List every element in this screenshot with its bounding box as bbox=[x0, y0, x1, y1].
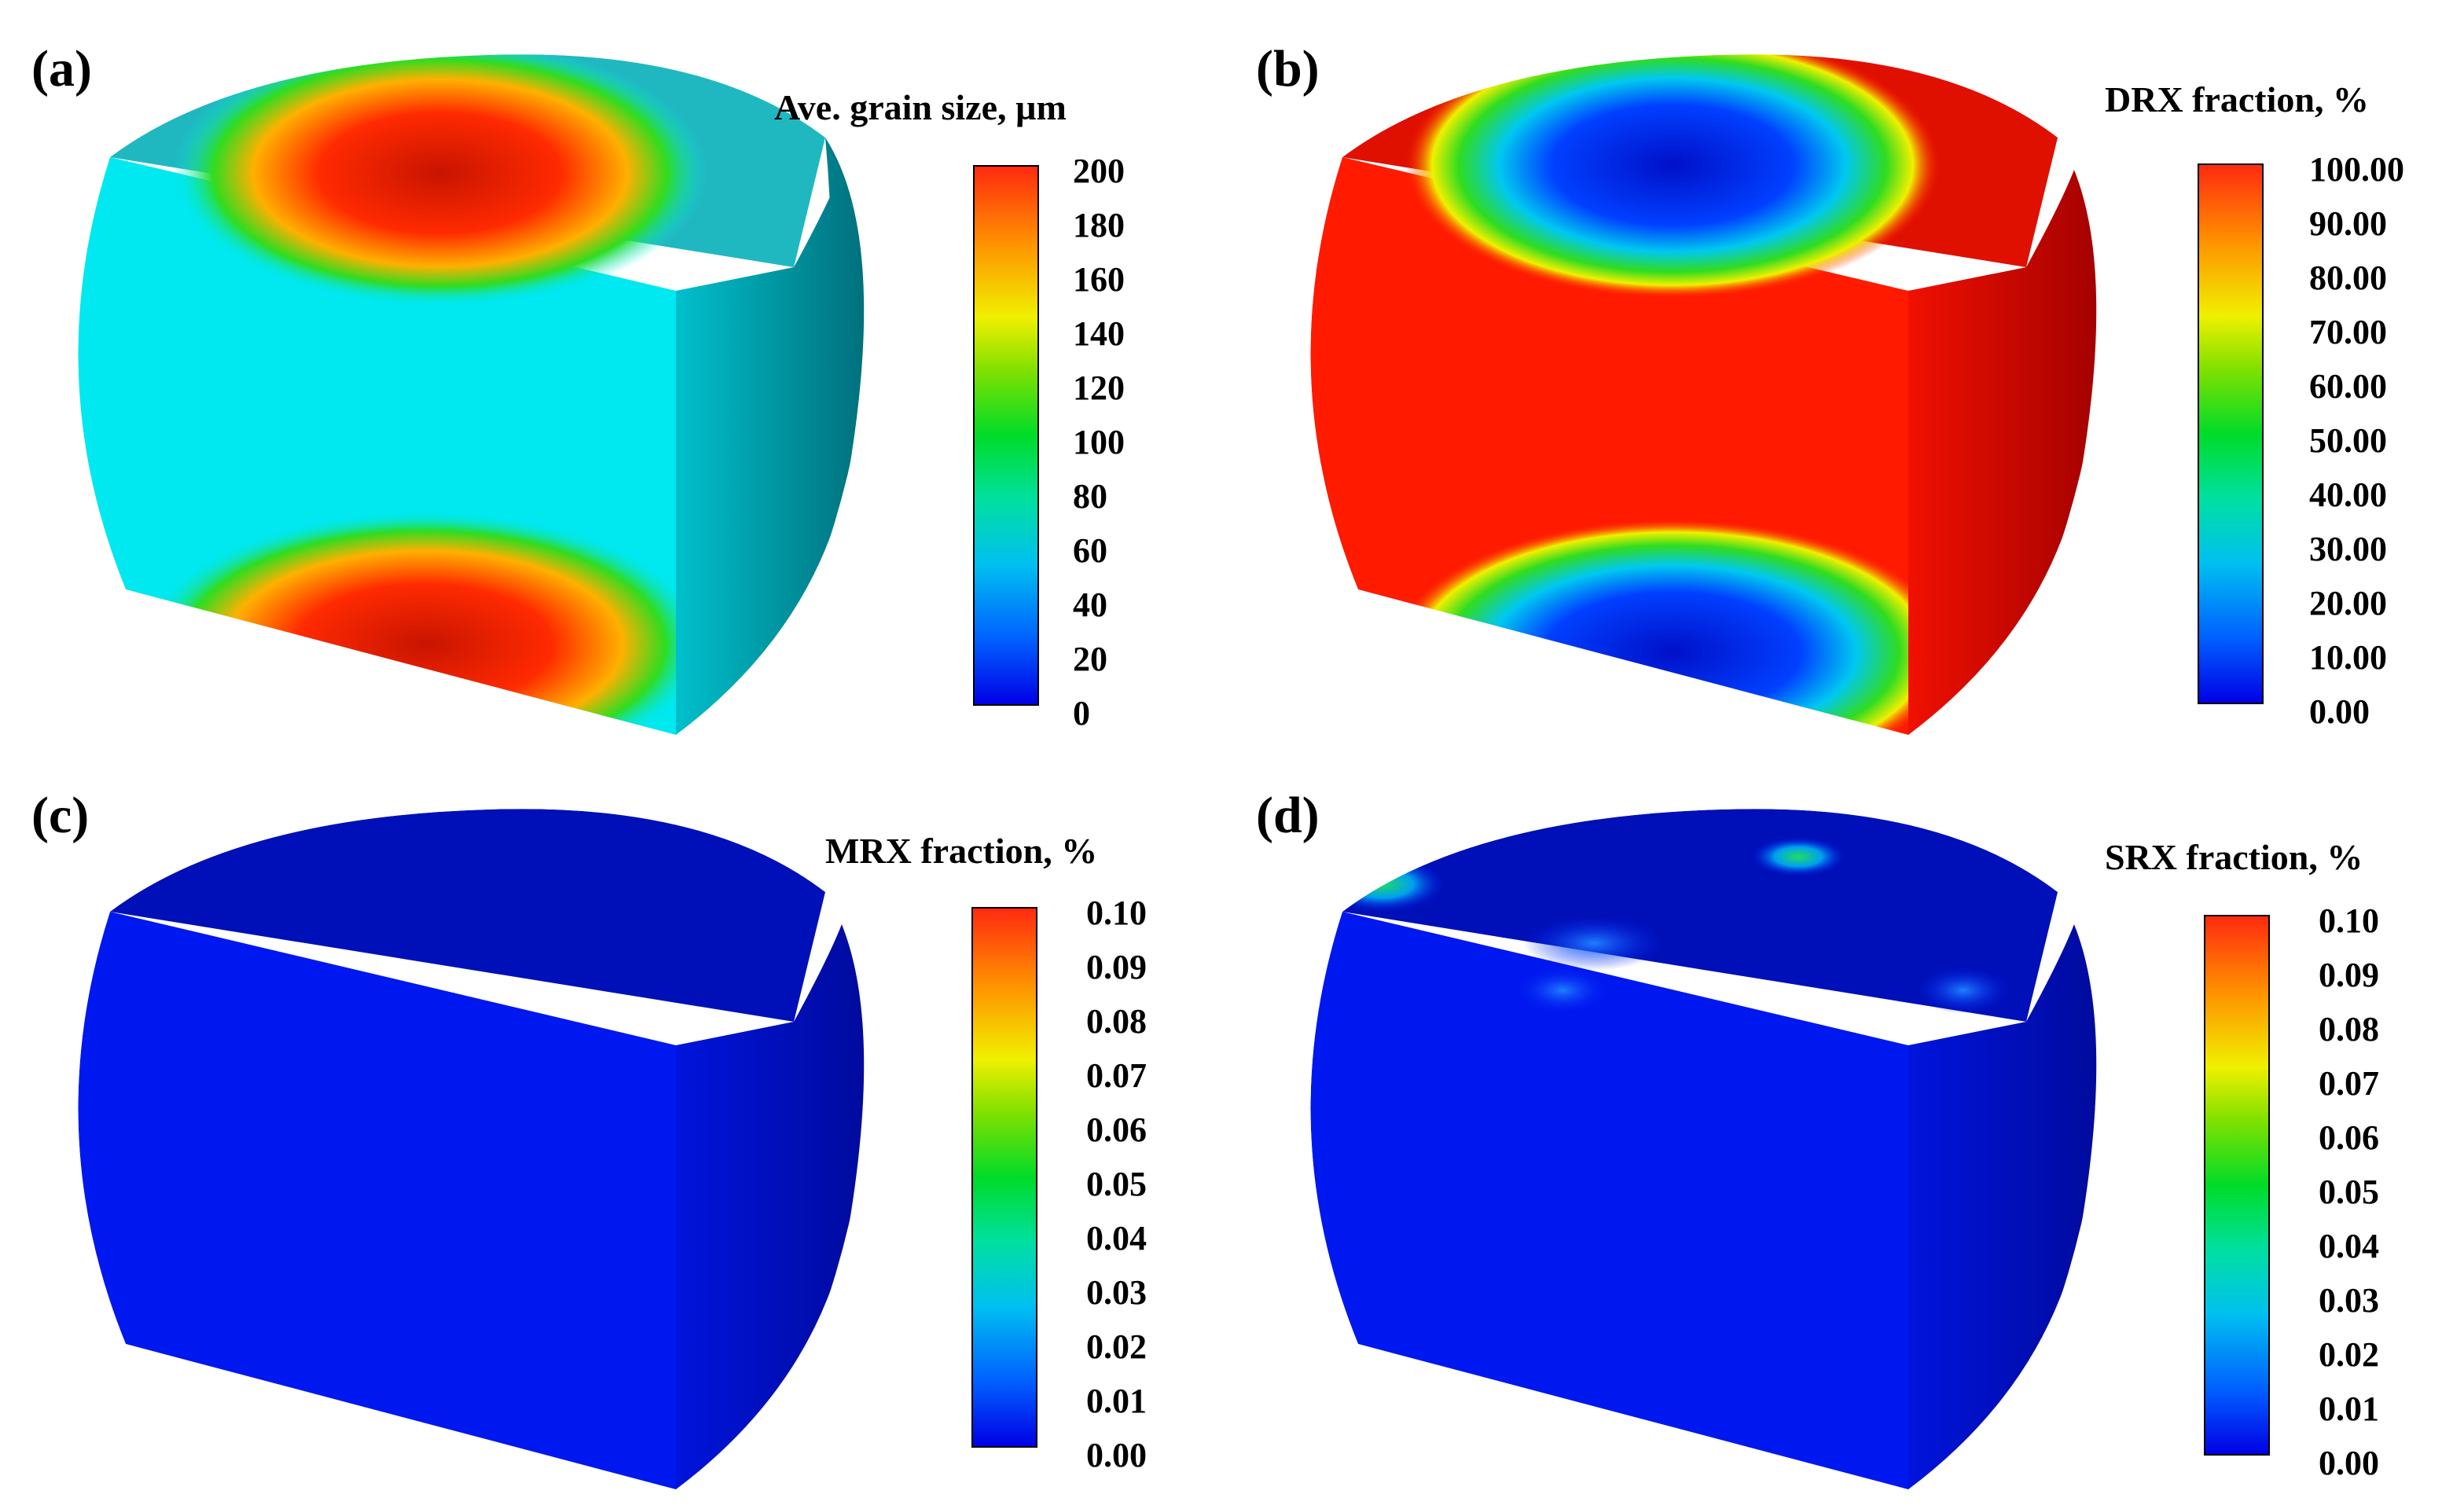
tick-label: 0.09 bbox=[1086, 948, 1147, 986]
colorbar-title: DRX fraction, % bbox=[2105, 79, 2369, 119]
tick-label: 120 bbox=[1073, 369, 1125, 407]
srx-spot bbox=[1751, 837, 1845, 876]
tick-label: 0.05 bbox=[2319, 1173, 2379, 1211]
tick-label: 50.00 bbox=[2309, 421, 2387, 460]
tick-label: 40.00 bbox=[2309, 475, 2387, 514]
panel-a: (a) Ave. grain size, µm 200 180 160 140 … bbox=[0, 0, 1232, 754]
srx-spot bbox=[1515, 967, 1610, 1014]
tick-label: 70.00 bbox=[2309, 313, 2387, 351]
colorbar bbox=[971, 907, 1037, 1448]
tick-label: 90.00 bbox=[2309, 204, 2387, 243]
tick-label: 30.00 bbox=[2309, 530, 2387, 568]
tick-label: 0.04 bbox=[2319, 1227, 2379, 1265]
srx-spot bbox=[1523, 916, 1665, 971]
top-cold-zone bbox=[1405, 31, 1940, 299]
colorbar bbox=[973, 165, 1039, 706]
tick-label: 0.06 bbox=[1086, 1111, 1147, 1149]
mrx-fraction-contour-plot bbox=[0, 754, 1232, 1509]
tick-label: 80.00 bbox=[2309, 259, 2387, 297]
tick-label: 20.00 bbox=[2309, 584, 2387, 622]
colorbar bbox=[2198, 163, 2264, 704]
panel-label: (d) bbox=[1256, 787, 1320, 844]
tick-label: 100 bbox=[1073, 423, 1125, 461]
colorbar-title: Ave. grain size, µm bbox=[774, 87, 1067, 127]
tick-label: 0.09 bbox=[2319, 956, 2379, 994]
colorbar-title: SRX fraction, % bbox=[2105, 837, 2363, 877]
tick-label: 180 bbox=[1073, 206, 1125, 244]
panel-label: (c) bbox=[31, 787, 90, 844]
tick-label: 0.02 bbox=[2319, 1335, 2379, 1374]
cut-face bbox=[1310, 912, 1908, 1493]
tick-label: 0.03 bbox=[1086, 1273, 1147, 1312]
tick-label: 80 bbox=[1073, 477, 1107, 516]
tick-label: 0.10 bbox=[1086, 894, 1147, 932]
tick-label: 60.00 bbox=[2309, 367, 2387, 406]
tick-label: 40 bbox=[1073, 586, 1107, 624]
grain-size-contour-plot bbox=[0, 0, 1232, 754]
panel-b: (b) DRX fraction, % 100.00 90.00 80.00 7… bbox=[1232, 0, 2464, 754]
panel-label: (a) bbox=[31, 40, 92, 97]
tick-label: 0.10 bbox=[2319, 901, 2379, 940]
tick-label: 0.05 bbox=[1086, 1165, 1147, 1203]
srx-fraction-contour-plot bbox=[1232, 754, 2464, 1509]
tick-label: 0.00 bbox=[2309, 692, 2370, 731]
tick-label: 60 bbox=[1073, 531, 1107, 570]
tick-label: 0.01 bbox=[1086, 1382, 1147, 1420]
side-surface bbox=[676, 865, 875, 1493]
side-surface bbox=[1908, 110, 2107, 739]
tick-label: 160 bbox=[1073, 260, 1125, 299]
srx-spot bbox=[1916, 967, 2010, 1014]
tick-label: 20 bbox=[1073, 640, 1107, 678]
drx-fraction-contour-plot bbox=[1232, 0, 2464, 754]
tick-label: 0.03 bbox=[2319, 1281, 2379, 1320]
tick-label: 0.00 bbox=[1086, 1436, 1147, 1474]
top-hot-zone bbox=[173, 39, 707, 307]
tick-label: 0.06 bbox=[2319, 1118, 2379, 1157]
tick-label: 0.07 bbox=[2319, 1064, 2379, 1103]
top-surface bbox=[110, 809, 825, 1022]
panel-c: (c) MRX fraction, % 0.10 0.09 0.08 0.07 … bbox=[0, 754, 1232, 1509]
tick-label: 10.00 bbox=[2309, 638, 2387, 677]
panel-label: (b) bbox=[1256, 40, 1320, 97]
tick-label: 0.02 bbox=[1086, 1327, 1147, 1366]
colorbar-title: MRX fraction, % bbox=[825, 831, 1098, 871]
top-surface bbox=[1342, 809, 2058, 1022]
side-surface bbox=[1908, 865, 2107, 1493]
tick-label: 0.08 bbox=[2319, 1010, 2379, 1048]
panel-d: (d) SRX fraction, % 0.10 0.09 0.08 0.07 … bbox=[1232, 754, 2464, 1509]
colorbar bbox=[2204, 915, 2270, 1456]
tick-label: 0.08 bbox=[1086, 1002, 1147, 1041]
tick-label: 0 bbox=[1073, 694, 1090, 732]
tick-label: 0.04 bbox=[1086, 1219, 1147, 1258]
tick-label: 0.07 bbox=[1086, 1056, 1147, 1095]
tick-label: 140 bbox=[1073, 314, 1125, 353]
tick-label: 100.00 bbox=[2309, 150, 2404, 189]
tick-label: 0.01 bbox=[2319, 1390, 2379, 1428]
cut-face bbox=[78, 912, 676, 1493]
tick-label: 0.00 bbox=[2319, 1444, 2379, 1482]
tick-label: 200 bbox=[1073, 152, 1125, 190]
